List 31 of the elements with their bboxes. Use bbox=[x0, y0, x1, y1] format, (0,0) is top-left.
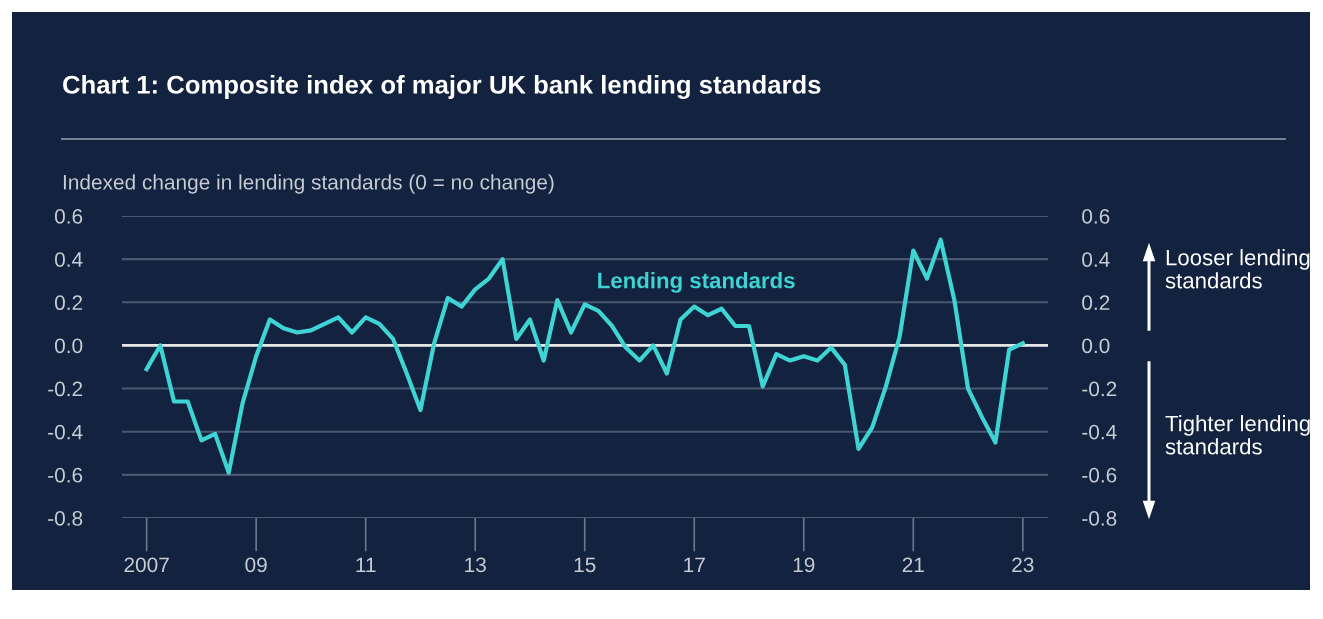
y-tick-label: -0.2 bbox=[48, 381, 83, 397]
x-tick-label: 15 bbox=[574, 557, 596, 573]
x-tick-label: 13 bbox=[465, 557, 486, 573]
x-tick-label: 17 bbox=[684, 557, 705, 572]
y-tick-label: 0.4 bbox=[54, 252, 83, 267]
y2-tick-label: -0.6 bbox=[1082, 467, 1117, 483]
x-tick-label: 23 bbox=[1012, 557, 1034, 573]
y2-tick-label: 0.0 bbox=[1082, 338, 1110, 354]
x-tick-label: 09 bbox=[245, 557, 267, 573]
text: Looser lending standards bbox=[1165, 249, 1310, 289]
y2-tick-label: -0.4 bbox=[1082, 424, 1117, 440]
y2-tick-label: -0.2 bbox=[1082, 381, 1117, 397]
y-tick-label: -0.4 bbox=[48, 424, 83, 440]
y2-tick-label: -0.8 bbox=[1082, 511, 1117, 526]
y-tick-label: 0.0 bbox=[54, 338, 83, 354]
y2-tick-label: 0.4 bbox=[1082, 252, 1110, 267]
series-label: Lending standards bbox=[598, 272, 795, 293]
x-tick-label: 21 bbox=[902, 557, 924, 572]
y2-tick-label: 0.2 bbox=[1082, 295, 1110, 311]
y-tick-label: 0.6 bbox=[54, 209, 83, 224]
y-axis-title: Indexed change in lending standards (0 = no change) bbox=[63, 174, 554, 194]
x-tick-label: 19 bbox=[793, 557, 815, 573]
x-tick-label: 2007 bbox=[124, 557, 169, 573]
text: Tighter lending standards bbox=[1165, 415, 1310, 455]
y-tick-label: -0.8 bbox=[48, 511, 83, 526]
y-tick-label: 0.2 bbox=[54, 295, 83, 311]
chart-title: Chart 1: Composite index of major UK bank lending standards bbox=[63, 74, 821, 100]
x-tick-label: 11 bbox=[356, 557, 376, 572]
y2-tick-label: 0.6 bbox=[1082, 209, 1110, 224]
y-tick-label: -0.6 bbox=[48, 467, 83, 483]
line-series bbox=[144, 237, 1025, 475]
